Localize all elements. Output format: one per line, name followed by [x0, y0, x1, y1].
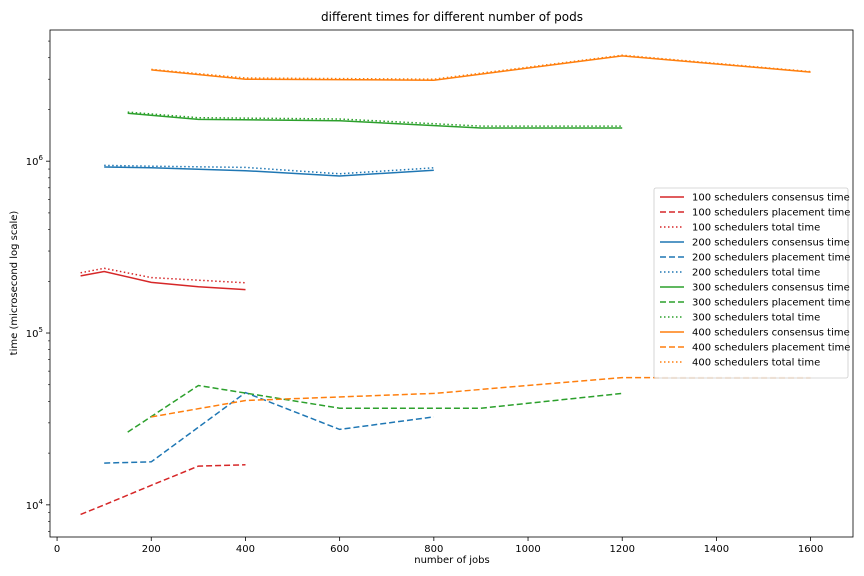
x-tick-label: 600 [330, 544, 349, 555]
legend-label: 400 schedulers placement time [692, 343, 850, 354]
series-line [151, 54, 811, 80]
y-tick-label: 106 [26, 154, 44, 168]
series-line [104, 164, 434, 175]
series-line [104, 391, 434, 464]
legend-label: 400 schedulers consensus time [692, 328, 850, 339]
y-axis-label: time (microsecond log scale) [9, 211, 20, 356]
series-line [151, 376, 811, 418]
x-tick-label: 200 [142, 544, 161, 555]
x-tick-label: 1400 [704, 544, 729, 555]
y-axis: 104 105 106 [26, 40, 50, 532]
legend-label: 300 schedulers consensus time [692, 283, 850, 294]
legend-label: 100 schedulers total time [692, 223, 820, 234]
plot-frame [49, 29, 854, 538]
series-line [151, 55, 811, 81]
chart-title: different times for different number of … [321, 10, 583, 24]
series-line [127, 111, 623, 127]
x-axis-label: number of jobs [414, 555, 489, 566]
x-tick-label: 1000 [515, 544, 540, 555]
series-line [104, 166, 434, 177]
legend-label: 100 schedulers consensus time [692, 193, 850, 204]
legend-label: 300 schedulers total time [692, 313, 820, 324]
x-axis: 0 200 400 600 800 1000 1200 1400 1600 [54, 537, 823, 555]
legend: 100 schedulers consensus time 100 schedul… [653, 187, 850, 379]
series-line [127, 112, 623, 129]
y-tick-label: 104 [26, 498, 44, 512]
legend-label: 300 schedulers placement time [692, 298, 850, 309]
legend-label: 100 schedulers placement time [692, 208, 850, 219]
legend-label: 200 schedulers total time [692, 268, 820, 279]
legend-label: 200 schedulers consensus time [692, 238, 850, 249]
legend-label: 400 schedulers total time [692, 358, 820, 369]
x-tick-label: 800 [424, 544, 443, 555]
x-tick-label: 400 [236, 544, 255, 555]
series-line [80, 464, 246, 516]
series-line [80, 267, 246, 284]
legend-label: 200 schedulers placement time [692, 253, 850, 264]
x-tick-label: 0 [54, 544, 60, 555]
y-tick-label: 105 [26, 326, 43, 340]
series-line [127, 384, 623, 433]
series-line [80, 270, 246, 291]
x-tick-label: 1200 [609, 544, 634, 555]
x-tick-label: 1600 [798, 544, 823, 555]
legend-box [653, 187, 849, 379]
